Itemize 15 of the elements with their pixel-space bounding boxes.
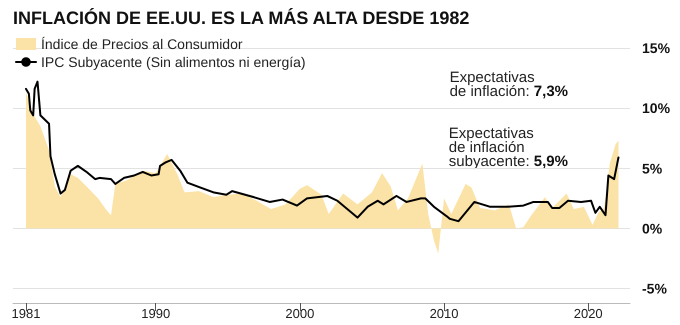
- annotation: Expectativas de inflación subyacente: 5,9%: [448, 125, 568, 170]
- legend-label: IPC Subyacente (Sin alimentos ni energía): [41, 54, 306, 70]
- y-tick-label: 5%: [642, 160, 663, 176]
- x-tick-label: 1981: [12, 306, 40, 321]
- y-tick-label: 10%: [642, 100, 671, 116]
- x-tick-label: 1990: [141, 306, 170, 321]
- x-tick-label: 2020: [574, 306, 603, 321]
- chart-title: INFLACIÓN DE EE.UU. ES LA MÁS ALTA DESDE 1982: [13, 8, 470, 28]
- y-tick-label: 0%: [642, 220, 663, 236]
- x-tick-label: 2010: [430, 306, 458, 321]
- annotation: Expectativas de inflación: 7,3%: [450, 69, 568, 100]
- y-tick-label: 15%: [642, 40, 671, 56]
- x-tick-label: 2000: [285, 306, 314, 321]
- legend-label: Índice de Precios al Consumidor: [41, 36, 243, 52]
- y-tick-label: -5%: [642, 280, 668, 297]
